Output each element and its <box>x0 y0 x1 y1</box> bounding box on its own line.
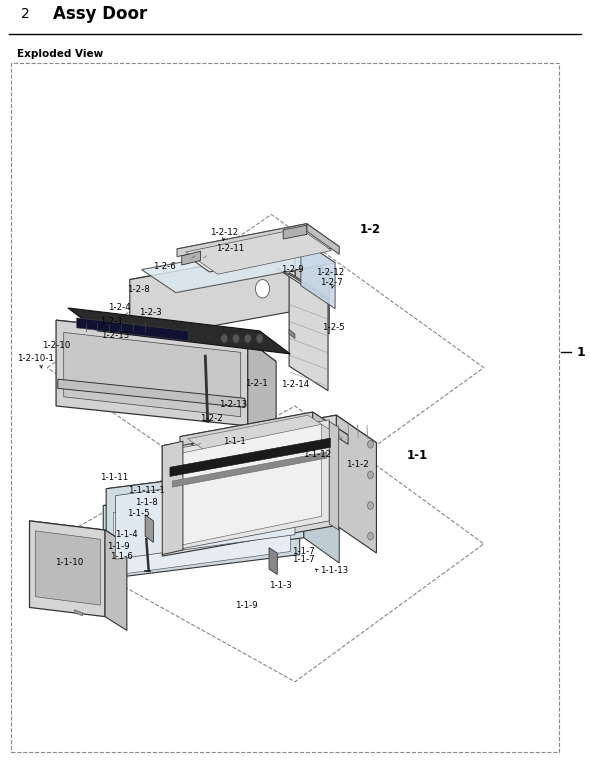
Text: 1-1-1: 1-1-1 <box>224 437 246 447</box>
Text: Assy Door: Assy Door <box>53 5 148 23</box>
Text: 1-1-10: 1-1-10 <box>55 558 84 567</box>
Text: Exploded View: Exploded View <box>17 48 103 59</box>
Polygon shape <box>130 250 295 341</box>
Polygon shape <box>145 515 153 542</box>
Polygon shape <box>301 240 335 309</box>
Text: 1-1-11: 1-1-11 <box>100 473 129 483</box>
Text: 1-1-8: 1-1-8 <box>135 498 158 507</box>
Circle shape <box>232 334 240 343</box>
Text: 1-2-1: 1-2-1 <box>100 317 122 326</box>
Polygon shape <box>177 224 307 257</box>
Text: 1-2-4: 1-2-4 <box>108 303 130 312</box>
Text: 1-2-10-1: 1-2-10-1 <box>17 354 54 363</box>
Polygon shape <box>58 379 245 408</box>
Text: 1-2-14: 1-2-14 <box>281 380 309 389</box>
Text: 1-1-3: 1-1-3 <box>270 581 292 590</box>
Text: 1-1-9: 1-1-9 <box>107 542 129 551</box>
Polygon shape <box>162 441 183 555</box>
Polygon shape <box>106 463 339 514</box>
Polygon shape <box>313 412 348 444</box>
Polygon shape <box>68 308 290 354</box>
Text: 1-2-7: 1-2-7 <box>320 278 343 287</box>
Text: 1-2: 1-2 <box>360 224 381 236</box>
Text: 1-1-2: 1-1-2 <box>346 460 369 470</box>
Circle shape <box>368 471 373 479</box>
Text: 1-1-7: 1-1-7 <box>293 555 315 564</box>
Polygon shape <box>295 250 329 334</box>
Text: 1-2-9: 1-2-9 <box>281 265 304 274</box>
Polygon shape <box>336 415 376 553</box>
Text: 1: 1 <box>577 346 586 358</box>
Polygon shape <box>35 531 100 605</box>
Text: 1-2-1: 1-2-1 <box>245 379 268 388</box>
Text: 1-2-8: 1-2-8 <box>127 285 150 294</box>
Text: 1-2-10: 1-2-10 <box>42 341 71 350</box>
Text: 1-1-9: 1-1-9 <box>235 601 258 610</box>
Polygon shape <box>304 463 339 563</box>
Text: 1-1: 1-1 <box>407 449 428 461</box>
Polygon shape <box>56 320 248 426</box>
Polygon shape <box>182 251 201 265</box>
Text: 1-2-13: 1-2-13 <box>101 331 130 340</box>
Polygon shape <box>276 268 329 300</box>
Polygon shape <box>64 332 241 417</box>
Polygon shape <box>106 463 304 563</box>
Polygon shape <box>105 530 127 630</box>
Polygon shape <box>130 250 329 303</box>
Polygon shape <box>172 452 327 487</box>
Polygon shape <box>170 438 330 476</box>
Circle shape <box>368 532 373 540</box>
Polygon shape <box>56 320 276 362</box>
Polygon shape <box>77 318 189 341</box>
Text: 1-2-12: 1-2-12 <box>316 268 345 277</box>
Polygon shape <box>329 421 339 530</box>
Polygon shape <box>74 610 83 616</box>
Circle shape <box>244 334 251 343</box>
Polygon shape <box>180 412 348 460</box>
Text: 1-1-12: 1-1-12 <box>303 450 332 459</box>
Text: 1-1-5: 1-1-5 <box>127 509 150 518</box>
Circle shape <box>368 440 373 448</box>
Polygon shape <box>30 521 127 544</box>
Polygon shape <box>289 273 328 391</box>
Polygon shape <box>103 481 334 530</box>
Polygon shape <box>103 481 300 579</box>
Text: 1-2-11: 1-2-11 <box>216 244 244 253</box>
Polygon shape <box>116 471 295 559</box>
Polygon shape <box>171 420 329 551</box>
Polygon shape <box>180 412 313 446</box>
Polygon shape <box>269 548 277 574</box>
Polygon shape <box>177 224 339 272</box>
Text: 1-1-11-1: 1-1-11-1 <box>128 486 165 495</box>
Polygon shape <box>188 415 342 462</box>
Text: 2: 2 <box>21 8 30 21</box>
Polygon shape <box>113 489 290 575</box>
Polygon shape <box>283 225 307 239</box>
Text: 1-1-4: 1-1-4 <box>116 530 138 539</box>
Polygon shape <box>30 521 105 617</box>
Text: 1-2-12: 1-2-12 <box>210 228 238 237</box>
Text: 1-2-13: 1-2-13 <box>219 400 247 409</box>
Text: 1-2-5: 1-2-5 <box>322 323 345 332</box>
Polygon shape <box>186 228 332 274</box>
Polygon shape <box>289 329 295 339</box>
Text: 1-1-6: 1-1-6 <box>110 552 132 561</box>
Text: 1-2-6: 1-2-6 <box>153 262 175 271</box>
Polygon shape <box>307 224 339 254</box>
Text: 1-1-7: 1-1-7 <box>293 547 315 556</box>
Polygon shape <box>142 240 335 293</box>
Text: 1-1-13: 1-1-13 <box>320 566 348 575</box>
Polygon shape <box>162 415 376 473</box>
Text: 1-2-3: 1-2-3 <box>139 308 162 317</box>
Polygon shape <box>248 340 276 447</box>
Circle shape <box>255 280 270 298</box>
Polygon shape <box>162 415 336 556</box>
Text: 1-2-2: 1-2-2 <box>200 414 222 423</box>
Circle shape <box>368 502 373 509</box>
Circle shape <box>221 334 228 343</box>
Polygon shape <box>180 424 322 545</box>
Circle shape <box>256 334 263 343</box>
